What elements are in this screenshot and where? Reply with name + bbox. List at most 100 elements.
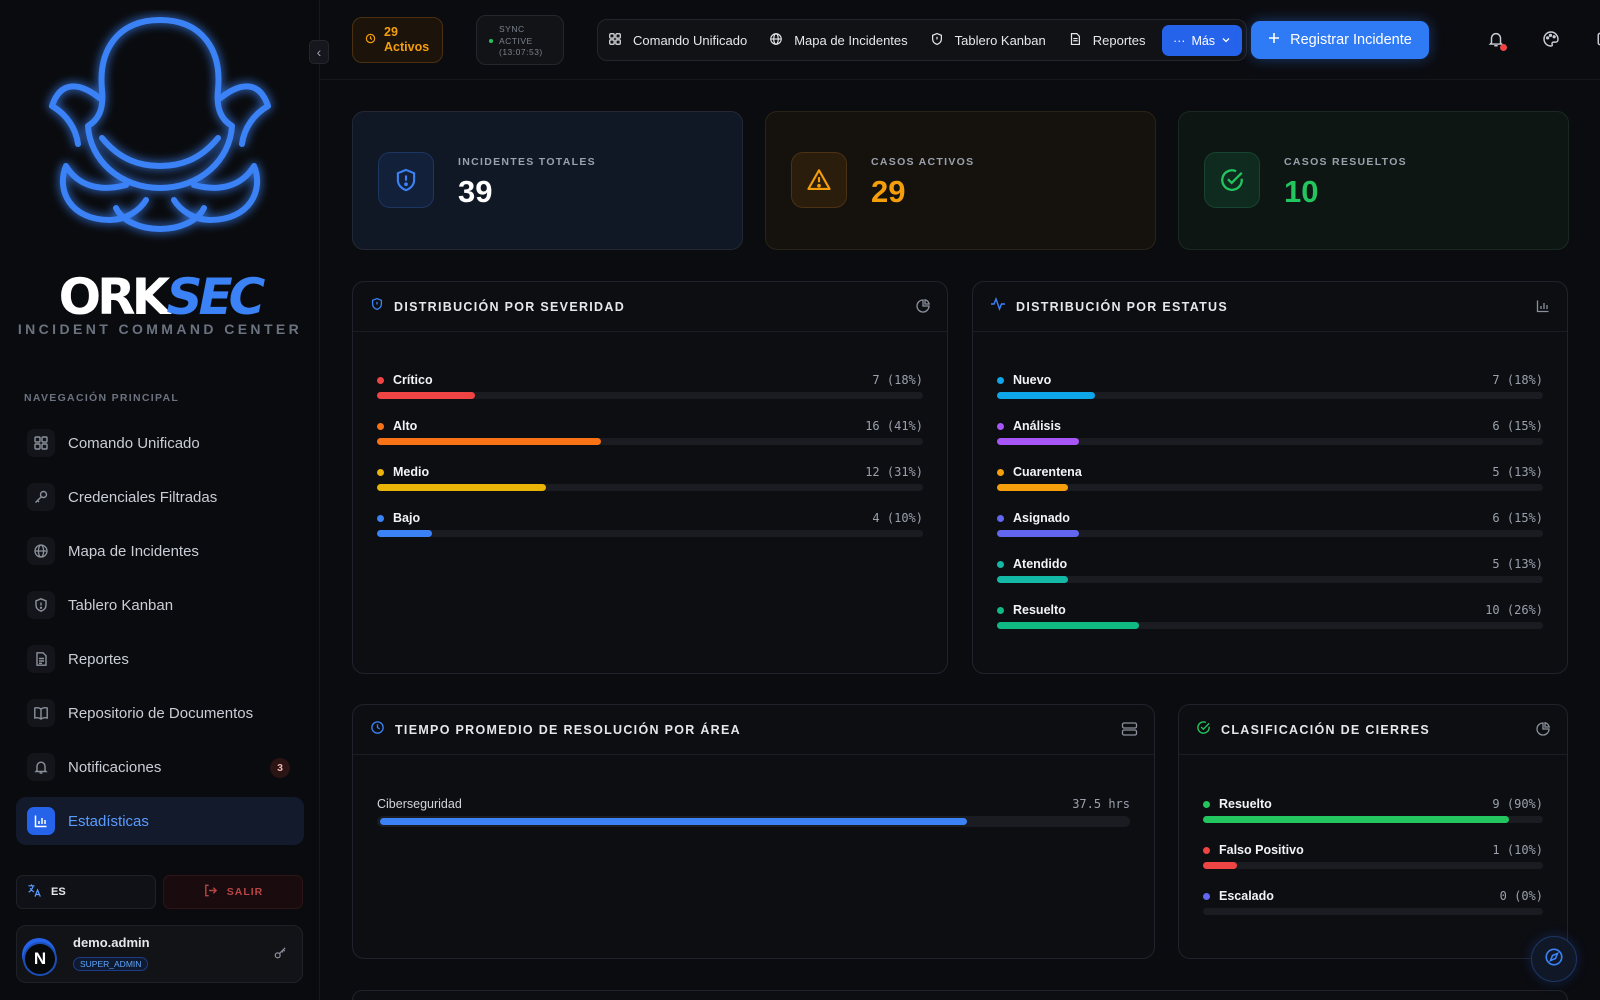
sidebar-item-mapa-de-incidentes[interactable]: Mapa de Incidentes [16,527,304,575]
row-name: Asignado [1013,511,1070,525]
top-nav-mapa-de-incidentes[interactable]: Mapa de Incidentes [769,32,908,49]
sidebar-item-repositorio-de-documentos[interactable]: Repositorio de Documentos [16,689,304,737]
legend-dot [377,469,384,476]
settings-icon[interactable] [1596,30,1600,53]
document-icon [1068,32,1082,49]
stat-value: 39 [458,174,493,209]
stat-value: 10 [1284,174,1319,209]
legend-dot [997,423,1004,430]
row-value: 6 (15%) [1492,511,1543,525]
compass-button[interactable] [1531,936,1577,982]
progress-track [1203,908,1543,915]
progress-fill [380,818,968,825]
collapse-sidebar-button[interactable]: ‹ [309,40,329,64]
progress-fill [997,530,1079,537]
brand-subtitle: INCIDENT COMMAND CENTER [17,321,303,337]
progress-track [377,484,923,491]
warning-icon [791,152,847,208]
more-menu-button[interactable]: ··· Más [1162,25,1242,56]
panel-title: DISTRIBUCIÓN POR ESTATUS [1016,299,1228,314]
register-incident-button[interactable]: Registrar Incidente [1251,21,1429,59]
check-circle-icon [1196,720,1211,740]
pie-chart-icon[interactable] [915,298,931,319]
top-nav: Comando Unificado Mapa de Incidentes Tab… [597,19,1247,61]
user-name: demo.admin [73,935,150,950]
progress-track [997,576,1543,583]
row-name: Escalado [1219,889,1274,903]
sidebar-item-label: Mapa de Incidentes [68,542,199,560]
chevron-left-icon: ‹ [316,44,322,60]
stat-card-resolved: CASOS RESUELTOS 10 [1178,111,1569,250]
sidebar-item-notificaciones[interactable]: Notificaciones 3 [16,743,304,791]
row-value: 12 (31%) [865,465,923,479]
server-icon[interactable] [1121,721,1138,742]
sidebar-item-label: Credenciales Filtradas [68,488,218,506]
brand-sec: SEC [166,268,265,326]
key-icon[interactable] [273,945,288,965]
closure-row-resuelto: Resuelto 9 (90%) [1203,797,1543,843]
severity-row-bajo: Bajo 4 (10%) [377,511,923,557]
user-card[interactable]: N demo.admin SUPER_ADMIN [16,925,303,983]
sidebar-item-tablero-kanban[interactable]: Tablero Kanban [16,581,304,629]
closure-row-escalado: Escalado 0 (0%) [1203,889,1543,935]
brand-name: ORKSEC [0,268,320,326]
severity-row-critico: Crítico 7 (18%) [377,373,923,419]
resolution-time-panel: TIEMPO PROMEDIO DE RESOLUCIÓN POR ÁREA C… [352,704,1155,959]
panel-title: DISTRIBUCIÓN POR SEVERIDAD [394,299,626,314]
sync-line-1: SYNC [499,24,525,34]
top-bar: 29 Activos SYNC ACTIVE (13:07:53) Comand… [320,0,1600,80]
row-name: Resuelto [1013,603,1066,617]
progress-fill [1203,862,1237,869]
panel-title: CLASIFICACIÓN DE CIERRES [1221,722,1430,737]
brand-logo: ORKSEC INCIDENT COMMAND CENTER [0,0,320,345]
top-nav-label: Comando Unificado [633,32,748,48]
progress-track [1203,816,1543,823]
notification-count-badge: 3 [270,758,290,778]
bar-chart-icon[interactable] [1535,298,1551,319]
logout-button[interactable]: SALIR [163,875,303,909]
status-panel: DISTRIBUCIÓN POR ESTATUS Nuevo 7 (18%) A… [972,281,1568,674]
legend-dot [1203,847,1210,854]
row-name: Cuarentena [1013,465,1082,479]
sidebar-item-credenciales-filtradas[interactable]: Credenciales Filtradas [16,473,304,521]
progress-fill [1203,816,1509,823]
sidebar: ORKSEC INCIDENT COMMAND CENTER NAVEGACIÓ… [0,0,320,1000]
top-nav-tablero-kanban[interactable]: Tablero Kanban [930,32,1046,49]
legend-dot [1203,893,1210,900]
bar-chart-icon [27,807,55,835]
sidebar-item-reportes[interactable]: Reportes [16,635,304,683]
language-selector[interactable]: ES [16,875,156,909]
panel-header: DISTRIBUCIÓN POR ESTATUS [973,282,1567,332]
progress-fill [997,392,1096,399]
top-nav-comando-unificado[interactable]: Comando Unificado [608,32,747,49]
stat-label: CASOS RESUELTOS [1284,156,1407,168]
row-name: Nuevo [1013,373,1052,387]
next-panel-edge [352,990,1568,1000]
panel-title: TIEMPO PROMEDIO DE RESOLUCIÓN POR ÁREA [395,722,741,737]
palette-icon[interactable] [1542,30,1560,53]
progress-track [997,622,1543,629]
clock-icon [365,31,376,49]
status-row-atendido: Atendido 5 (13%) [997,557,1543,603]
activity-icon [990,297,1006,316]
user-role-badge: SUPER_ADMIN [73,957,149,971]
active-cases-pill[interactable]: 29 Activos [352,17,443,63]
sidebar-item-estadisticas[interactable]: Estadísticas [16,797,304,845]
sidebar-item-label: Reportes [68,650,129,668]
chevron-down-icon [1221,34,1231,48]
register-label: Registrar Incidente [1290,32,1412,48]
sidebar-item-comando-unificado[interactable]: Comando Unificado [16,419,304,467]
row-value: 1 (10%) [1492,843,1543,857]
shield-icon [27,591,55,619]
globe-icon [27,537,55,565]
top-nav-label: Reportes [1092,32,1146,48]
progress-fill [997,438,1079,445]
row-name: Ciberseguridad [377,797,462,811]
row-name: Análisis [1013,419,1061,433]
top-nav-reportes[interactable]: Reportes [1068,32,1146,49]
progress-fill [377,392,476,399]
sync-line-2: ACTIVE [499,35,533,46]
pie-chart-icon[interactable] [1535,721,1551,742]
bell-icon[interactable] [1487,30,1505,53]
translate-icon [27,883,42,901]
